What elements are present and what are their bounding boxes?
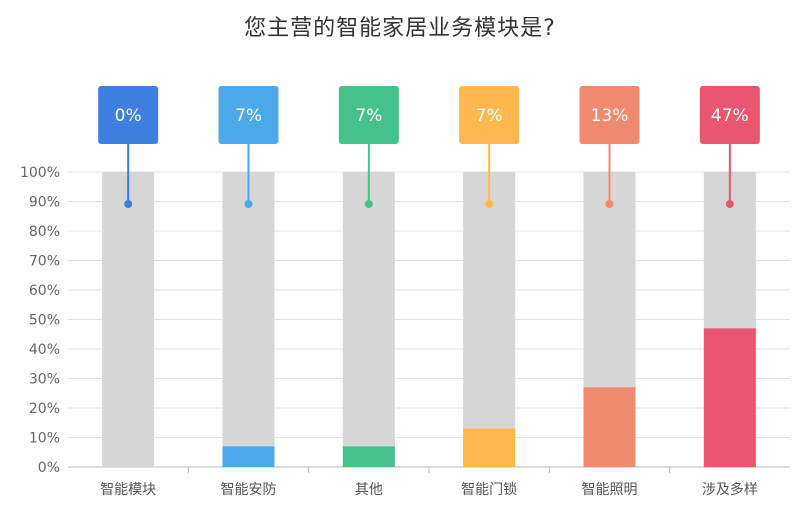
y-tick-label: 100% xyxy=(20,165,60,181)
bar xyxy=(222,446,275,467)
x-tick-label: 其他 xyxy=(355,482,383,498)
callout-box xyxy=(459,86,520,144)
x-tick-label: 智能安防 xyxy=(221,482,277,498)
bar xyxy=(463,428,516,467)
bar-background xyxy=(463,172,516,467)
bar xyxy=(703,328,756,467)
data-label: 13% xyxy=(591,106,629,126)
y-tick-label: 20% xyxy=(29,401,60,417)
callout-box xyxy=(98,86,159,144)
callout-box xyxy=(218,86,279,144)
callout-pin xyxy=(725,200,734,208)
chart-title: 您主营的智能家居业务模块是? xyxy=(244,16,556,41)
y-tick-label: 80% xyxy=(29,224,60,240)
callout-box xyxy=(579,86,640,144)
bar-background xyxy=(102,172,155,467)
y-tick-label: 70% xyxy=(29,254,60,270)
x-tick-label: 智能门锁 xyxy=(461,482,517,498)
y-tick-label: 30% xyxy=(29,372,60,388)
data-label: 7% xyxy=(235,106,262,126)
bar xyxy=(342,446,395,467)
data-label: 7% xyxy=(476,106,503,126)
callout-pin xyxy=(605,200,614,208)
x-tick-label: 智能照明 xyxy=(582,482,638,498)
data-label: 7% xyxy=(355,106,382,126)
data-label: 0% xyxy=(115,106,142,126)
callout-box xyxy=(338,86,399,144)
y-tick-label: 60% xyxy=(29,283,60,299)
callout-box xyxy=(699,86,760,144)
y-tick-label: 90% xyxy=(29,195,60,211)
data-label: 47% xyxy=(711,106,749,126)
x-tick-label: 涉及多样 xyxy=(702,481,758,498)
callout-pin xyxy=(364,200,373,208)
bar-background xyxy=(342,172,395,467)
callout-pin xyxy=(485,200,494,208)
bar-background xyxy=(222,172,275,467)
y-tick-label: 40% xyxy=(29,342,60,358)
y-tick-label: 0% xyxy=(38,460,60,476)
y-tick-label: 10% xyxy=(29,431,60,447)
y-tick-label: 50% xyxy=(29,313,60,329)
callout-pin xyxy=(124,200,133,208)
callout-pin xyxy=(244,200,253,208)
bar xyxy=(583,387,636,467)
x-tick-label: 智能模块 xyxy=(100,482,156,498)
